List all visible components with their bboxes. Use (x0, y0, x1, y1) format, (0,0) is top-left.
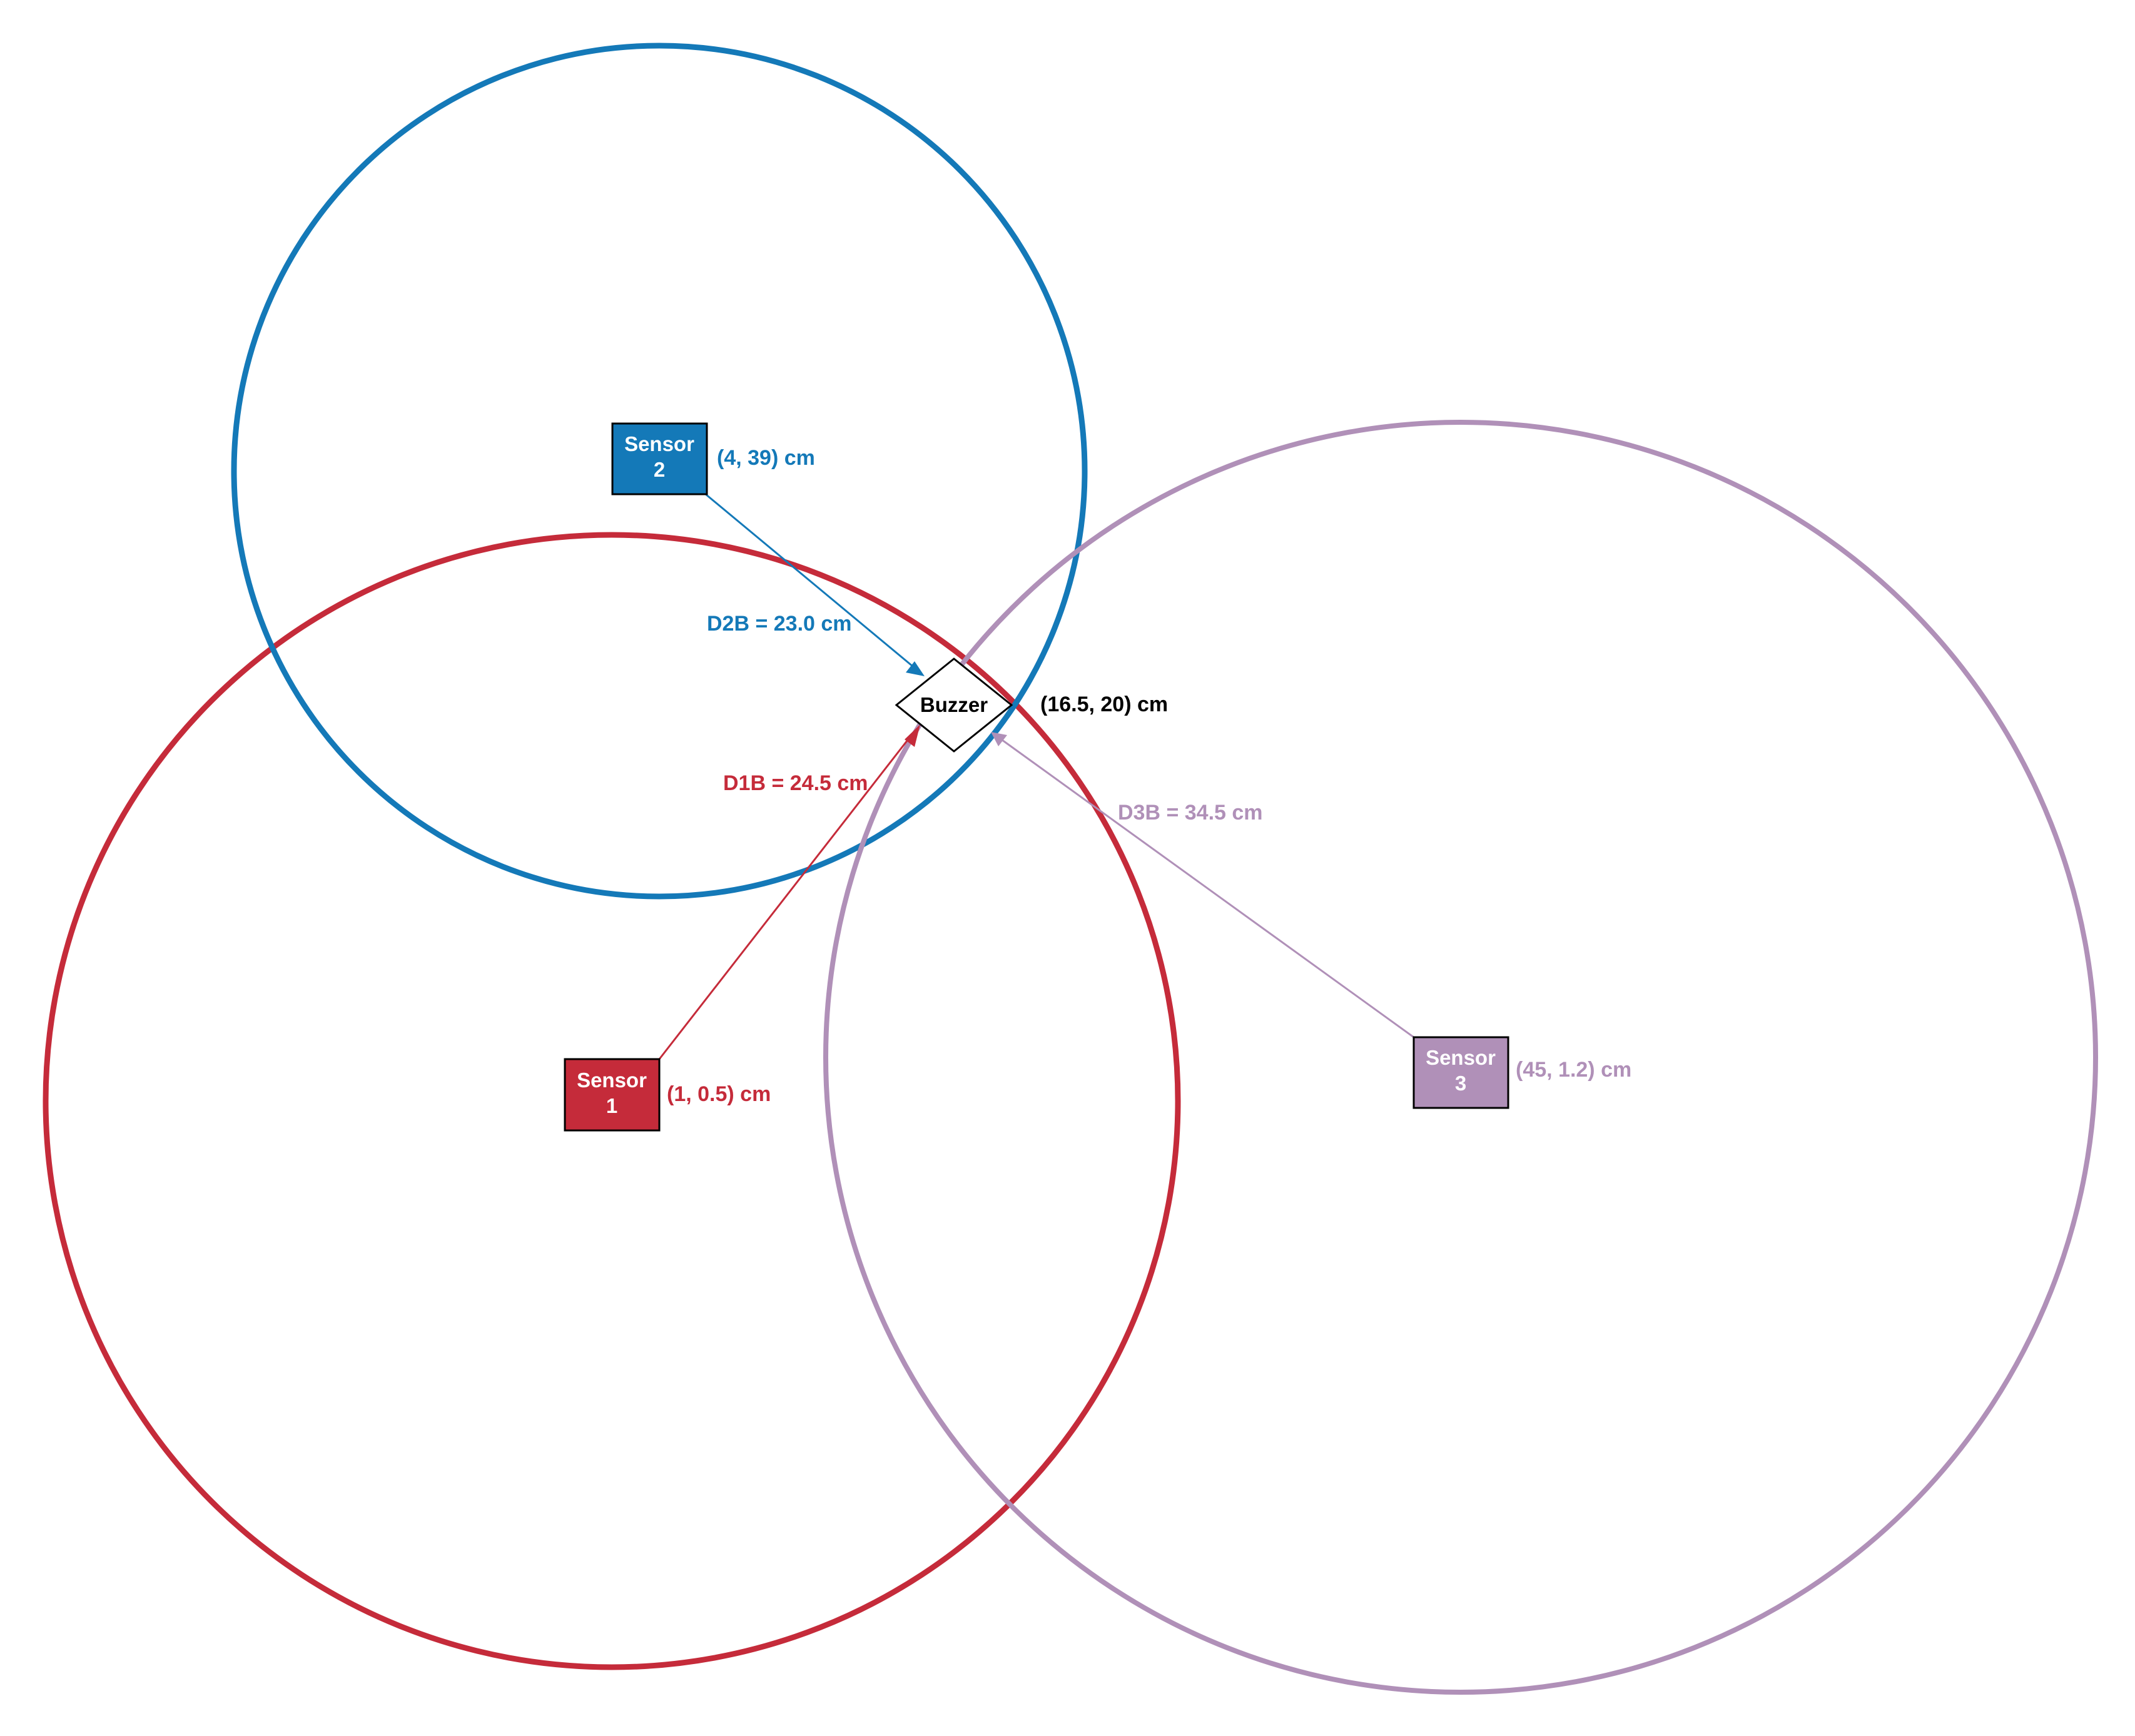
sensor2-name-line2: 2 (654, 458, 665, 481)
sensor1-name-line1: Sensor (577, 1069, 647, 1092)
sensor3-name-line2: 3 (1455, 1072, 1466, 1095)
sensor2-name-line1: Sensor (624, 432, 694, 455)
sensor3-coords-label: (45, 1.2) cm (1516, 1058, 1631, 1082)
sensor3-node[interactable]: Sensor 3 (1412, 1036, 1509, 1109)
sensor3-box (1412, 1036, 1509, 1109)
d1b-label: D1B = 24.5 cm (723, 771, 868, 795)
d2b-label: D2B = 23.0 cm (707, 612, 852, 636)
d3b-label: D3B = 34.5 cm (1118, 801, 1263, 825)
sensor2-coords-label: (4, 39) cm (717, 446, 815, 470)
buzzer-node[interactable]: Buzzer (895, 657, 1013, 753)
d1b-line (658, 724, 920, 1060)
sensor2-node[interactable]: Sensor 2 (611, 422, 708, 495)
sensor1-range-circle (43, 532, 1181, 1670)
buzzer-diamond (895, 657, 1013, 753)
sensor2-range-circle (231, 43, 1088, 900)
sensor1-coords-label: (1, 0.5) cm (667, 1082, 771, 1106)
buzzer-label: Buzzer (920, 693, 988, 716)
buzzer-coords-label: (16.5, 20) cm (1040, 693, 1168, 716)
d3b-line (991, 732, 1414, 1038)
sensor2-box (611, 422, 708, 495)
sensor3-name-line1: Sensor (1426, 1046, 1496, 1069)
sensor1-node[interactable]: Sensor 1 (564, 1058, 661, 1132)
sensor3-range-circle (823, 420, 2098, 1695)
sensor1-box (564, 1058, 661, 1132)
d2b-line (705, 493, 925, 676)
sensor1-name-line2: 1 (606, 1094, 617, 1117)
